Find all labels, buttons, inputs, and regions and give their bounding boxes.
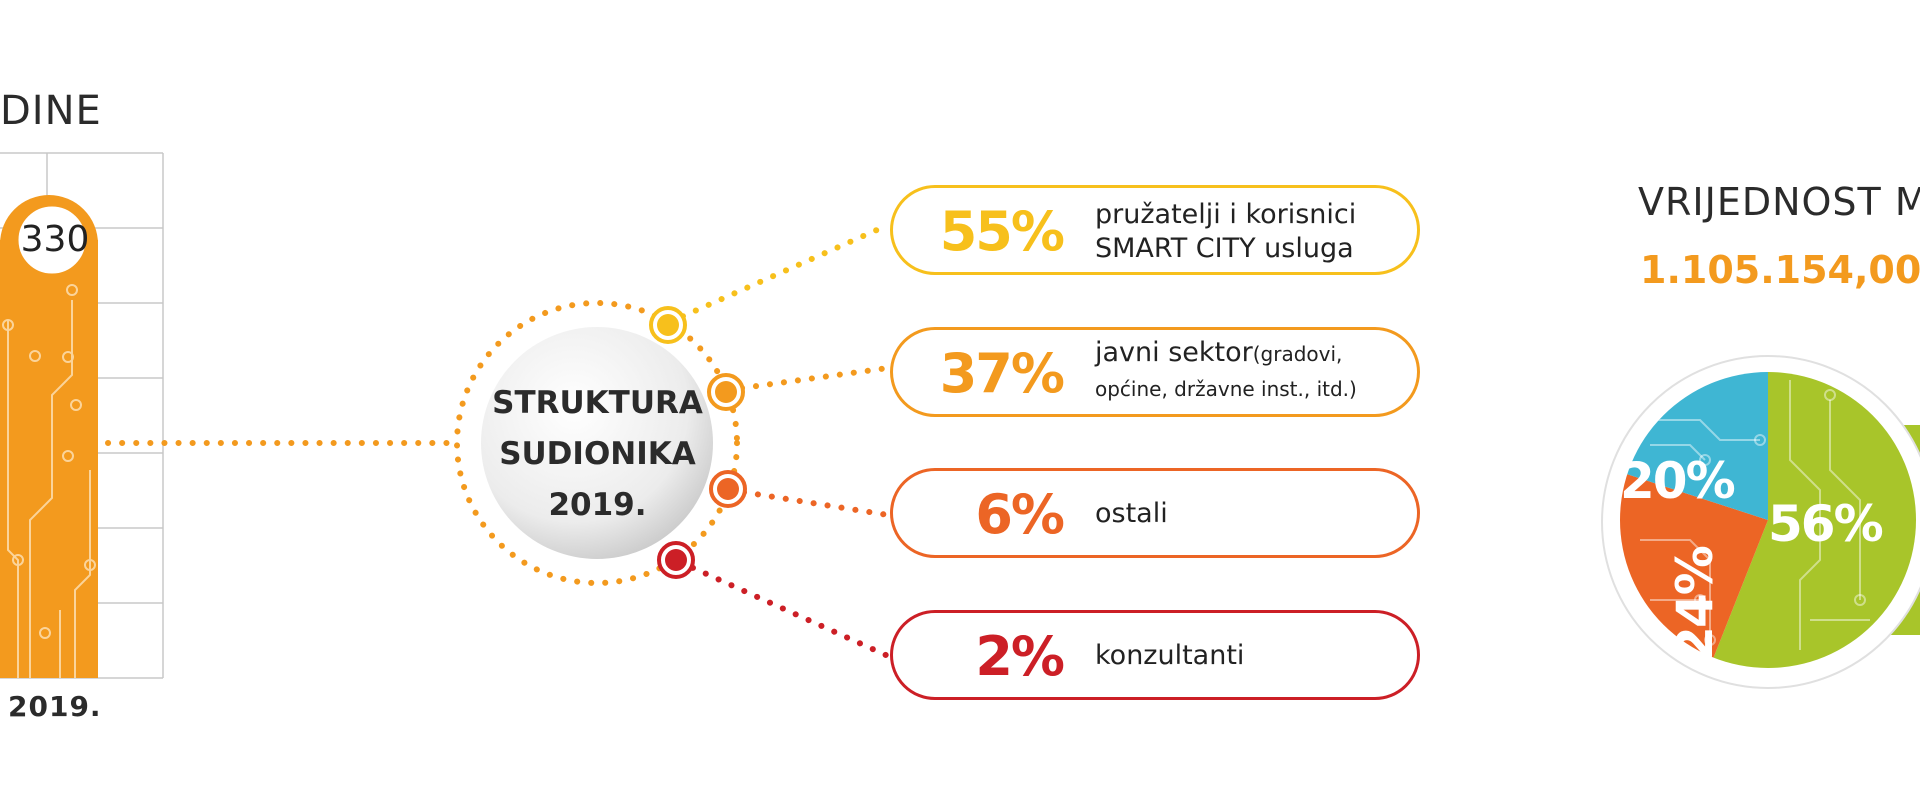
structure-box-3: 6% ostali [890,468,1420,558]
center-sphere [481,327,713,559]
structure-percent-2: 37% [939,342,1065,405]
pie-label-2: 24% [1665,547,1724,661]
pie-label-1: 20% [1620,452,1736,510]
bar-value-circle [15,203,89,277]
center-title-line2: SUDIONIKA [499,436,696,472]
structure-box-2: 37% javni sektor(gradovi, općine, državn… [890,327,1420,417]
pie-slice-3 [1709,372,1916,668]
structure-label-3: ostali [1095,498,1168,529]
structure-label-1-line2: SMART CITY usluga [1095,233,1354,264]
bar-value-label: 330 [20,219,90,260]
center-title-line3: 2019. [548,487,647,523]
pie-label-3: 56% [1768,495,1884,553]
structure-nodes [649,306,747,579]
structure-percent-4: 2% [975,625,1065,688]
bar-year-label: 2019. [8,690,102,723]
center-title-line1: STRUKTURA [492,385,703,421]
structure-label-2-line2: općine, državne inst., itd.) [1095,377,1357,401]
pie-circuit-pattern [1640,380,1870,650]
structure-box-1: 55% pružatelji i korisnici SMART CITY us… [890,185,1420,275]
structure-label-4: konzultanti [1095,640,1245,671]
left-chart-title: DINE [0,88,102,134]
structure-label-2-line1: javni sektor [1095,337,1253,368]
structure-label-2-note: (gradovi, [1252,342,1343,366]
structure-label-1: pružatelji i korisnici SMART CITY usluga [1095,198,1356,266]
structure-label-2: javni sektor(gradovi, općine, državne in… [1095,336,1357,407]
structure-percent-3: 6% [975,483,1065,546]
pie-slice-1 [1620,372,1768,520]
right-title: VRIJEDNOST M [1638,180,1920,224]
structure-box-4: 2% konzultanti [890,610,1420,700]
center-title: STRUKTURA SUDIONIKA 2019. [480,378,715,531]
right-value: 1.105.154,00 [1640,248,1920,292]
center-dotted-ring [454,300,740,586]
structure-connectors [667,222,891,659]
structure-percent-1: 55% [939,200,1065,263]
bar-circuit-pattern [2,284,96,678]
structure-label-1-line1: pružatelji i korisnici [1095,199,1357,230]
bar-2019-body [0,240,98,678]
